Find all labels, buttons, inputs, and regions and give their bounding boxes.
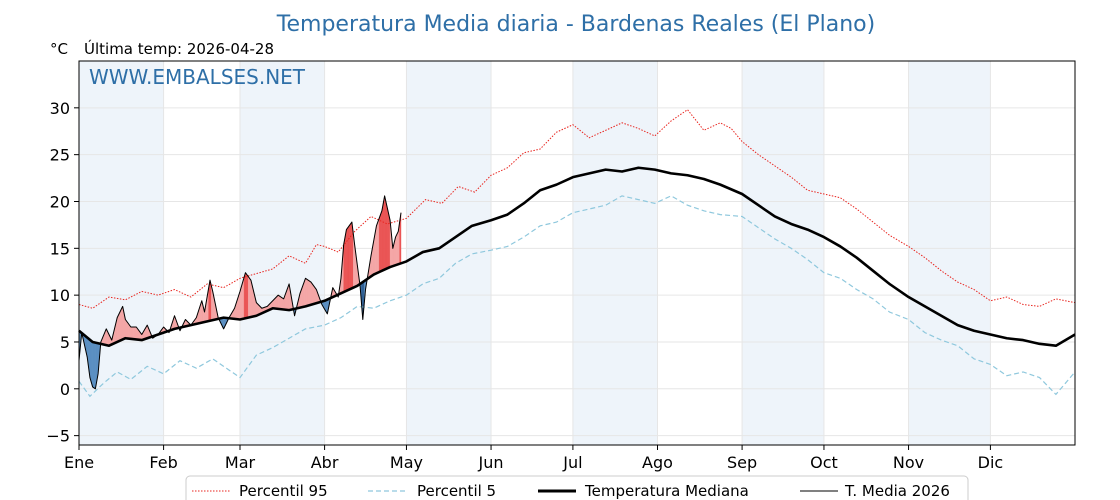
- fill-above-median: [130, 326, 133, 340]
- fill-below-median: [93, 342, 96, 390]
- fill-above-median: [117, 314, 119, 343]
- fill-above-median: [309, 280, 312, 306]
- series-line-p5: [78, 195, 1076, 398]
- x-tick-label: Feb: [149, 453, 177, 472]
- x-tick-label: Jul: [562, 453, 582, 472]
- fill-above-median: [278, 294, 280, 310]
- fill-above-median: [348, 223, 351, 290]
- fill-above-median: [245, 272, 248, 319]
- fill-above-median: [383, 195, 385, 271]
- x-tick-label: Ago: [642, 453, 673, 472]
- fill-below-median: [92, 341, 95, 389]
- month-band: [908, 61, 991, 445]
- y-tick-label: 20: [50, 192, 70, 211]
- month-band: [239, 61, 325, 445]
- series-line-median: [78, 166, 1076, 348]
- fill-above-median: [377, 218, 380, 273]
- fill-above-median: [279, 295, 282, 310]
- x-tick-label: Dic: [978, 453, 1004, 472]
- fill-above-median: [305, 277, 308, 307]
- fill-above-median: [387, 208, 389, 269]
- watermark: WWW.EMBALSES.NET: [89, 65, 306, 89]
- fill-above-median: [134, 326, 137, 340]
- x-tick-label: Ene: [64, 453, 94, 472]
- legend: Percentil 95 Percentil 5 Temperatura Med…: [185, 475, 969, 500]
- legend-label-p95: Percentil 95: [239, 482, 328, 500]
- fill-above-median: [121, 306, 123, 341]
- fill-above-median: [310, 281, 313, 306]
- fill-above-median: [133, 326, 136, 340]
- chart-title: Temperatura Media diaria - Bardenas Real…: [276, 12, 875, 37]
- unit-label: °C: [50, 40, 68, 58]
- x-tick-label: Abr: [311, 453, 339, 472]
- fill-above-median: [380, 210, 383, 272]
- fill-above-median: [132, 326, 134, 340]
- fill-above-median: [125, 318, 127, 339]
- x-tick-label: May: [390, 453, 423, 472]
- fill-above-median: [395, 234, 398, 266]
- fill-above-median: [126, 320, 129, 339]
- y-tick-label: 10: [50, 286, 70, 305]
- x-tick-label: Nov: [893, 453, 924, 472]
- fill-above-median: [396, 231, 399, 265]
- x-tick-label: Oct: [810, 453, 838, 472]
- series-line-p95: [78, 109, 1076, 309]
- fill-above-median: [242, 277, 245, 320]
- fill-above-median: [276, 294, 279, 310]
- y-tick-label: 15: [50, 239, 70, 258]
- fill-above-median: [312, 283, 314, 305]
- fill-above-median: [306, 278, 309, 307]
- month-band: [79, 61, 164, 445]
- fill-above-median: [282, 297, 284, 310]
- x-tick-label: Mar: [225, 453, 256, 472]
- legend-label-median: Temperatura Mediana: [584, 482, 749, 500]
- y-tick-label: 30: [50, 99, 70, 118]
- y-axis-ticks: −5 0 5 10 15 20 25 30: [46, 99, 79, 446]
- y-tick-label: −5: [46, 427, 70, 446]
- legend-label-year: T. Media 2026: [844, 482, 950, 500]
- fill-above-median: [376, 222, 378, 274]
- fill-above-median: [347, 225, 350, 291]
- series-line-year: [78, 195, 402, 390]
- last-temp-label: Última temp: 2026-04-28: [84, 39, 274, 58]
- fill-above-median: [249, 277, 252, 318]
- series-lines: [78, 109, 1076, 398]
- plot-frame: [78, 60, 1076, 446]
- month-bands: [79, 61, 991, 445]
- y-tick-label: 25: [50, 146, 70, 165]
- grid-lines: [78, 61, 1075, 445]
- month-band: [742, 61, 824, 445]
- x-axis-ticks: Ene Feb Mar Abr May Jun Jul Ago Sep Oct Nov Dic: [64, 445, 1003, 472]
- x-tick-label: Jun: [478, 453, 504, 472]
- fill-above-median: [118, 311, 121, 342]
- month-band: [572, 61, 658, 445]
- fill-above-median: [346, 227, 348, 292]
- y-tick-label: 0: [60, 380, 70, 399]
- fill-above-median: [385, 201, 388, 270]
- fill-above-median: [243, 272, 246, 319]
- x-tick-label: Sep: [727, 453, 757, 472]
- fill-above-median: [378, 214, 381, 273]
- fill-above-median: [246, 273, 249, 319]
- fill-above-median: [247, 275, 250, 318]
- fill-below-median: [91, 340, 93, 387]
- fill-above-median: [119, 309, 122, 342]
- fill-above-median: [381, 203, 384, 272]
- fill-above-median: [256, 302, 258, 317]
- y-tick-label: 5: [60, 333, 70, 352]
- fill-above-median: [344, 229, 347, 292]
- fill-above-median: [280, 296, 283, 310]
- legend-box: [185, 475, 969, 500]
- fill-above-median: [313, 285, 316, 305]
- fill-above-median: [350, 221, 353, 290]
- fill-above-median: [308, 279, 310, 306]
- fill-above-median: [384, 195, 387, 270]
- legend-label-p5: Percentil 5: [417, 482, 496, 500]
